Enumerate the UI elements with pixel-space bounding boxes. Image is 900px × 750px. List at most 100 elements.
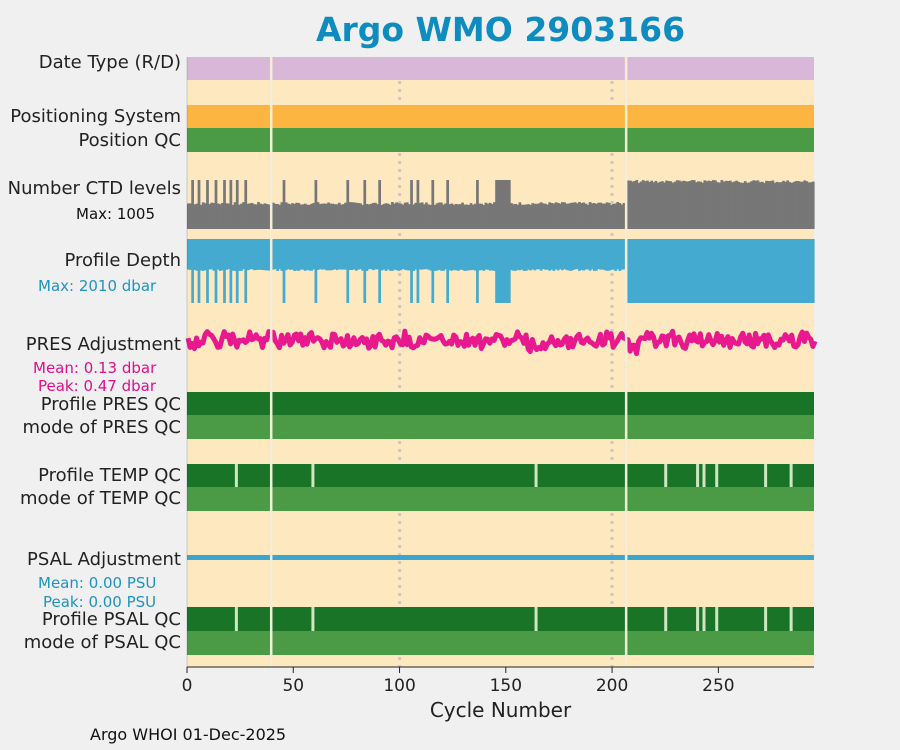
profile-depth-bar (233, 239, 237, 271)
ctd-levels-bar (456, 204, 460, 229)
ctd-levels-bar (221, 202, 224, 229)
profile-depth-bar (728, 239, 732, 303)
profile-depth-bar (408, 239, 411, 271)
profile-depth-bar (303, 239, 307, 271)
ctd-levels-bar (505, 180, 509, 229)
profile-depth-bar (210, 239, 214, 270)
profile-depth-bar (350, 239, 354, 271)
ctd-levels-bar (420, 202, 424, 229)
profile-depth-bar (199, 239, 203, 271)
profile-depth-bar (344, 239, 348, 270)
profile-depth-bar (652, 239, 656, 303)
profile-depth-bar (667, 239, 671, 303)
profile-depth-bar (563, 239, 566, 270)
footer-credit: Argo WHOI 01-Dec-2025 (90, 725, 287, 744)
profile-depth-bar (769, 239, 773, 303)
ctd-levels-bar (295, 202, 299, 229)
profile-depth-bar (459, 239, 462, 270)
profile-depth-bar (478, 239, 481, 271)
ctd-levels-bar (807, 182, 811, 229)
profile-depth-bar (546, 239, 549, 270)
profile-depth-bar (641, 239, 645, 303)
profile-depth-bar (799, 239, 802, 303)
profile-depth-bar (575, 239, 579, 270)
profile-depth-bar (206, 239, 209, 303)
row-label-mode-temp-qc: mode of TEMP QC (19, 488, 181, 509)
ctd-levels-bar (435, 203, 439, 229)
row-label-psal-adjustment: PSAL Adjustment (26, 549, 181, 570)
ctd-levels-bar (299, 204, 303, 229)
position-qc-band (187, 128, 814, 152)
date-type-band (187, 57, 814, 80)
ctd-levels-bar (291, 203, 294, 229)
ctd-levels-bar (429, 204, 433, 229)
profile-depth-bar (569, 239, 573, 271)
ctd-levels-bar (195, 203, 199, 229)
profile-depth-bar (456, 239, 460, 271)
ctd-levels-bar (779, 182, 783, 229)
ctd-levels-bar (707, 180, 711, 229)
profile-depth-bar (592, 239, 596, 271)
profile-depth-bar (352, 239, 356, 270)
profile-depth-bar (597, 239, 600, 270)
ctd-levels-bar (648, 181, 651, 229)
profile-depth-bar (395, 239, 399, 271)
ctd-levels-bar (592, 203, 596, 229)
profile-depth-bar (291, 239, 294, 270)
profile-depth-bar (312, 239, 316, 270)
row-label-positioning-system: Positioning System (10, 106, 181, 127)
profile-depth-bar (803, 239, 807, 303)
profile-depth-bar (467, 239, 471, 271)
profile-depth-bar (548, 239, 552, 271)
profile-depth-bar (242, 239, 245, 270)
profile-depth-bar (567, 239, 571, 271)
ctd-levels-bar (357, 203, 360, 229)
profile-depth-bar (762, 239, 766, 303)
profile-depth-bar (633, 239, 637, 303)
psal-adjustment-peak: Peak: 0.00 PSU (43, 593, 157, 611)
ctd-levels-bar (622, 202, 626, 229)
ctd-levels-bar (507, 180, 511, 229)
profile-depth-bar (777, 239, 781, 303)
profile-depth-bar (320, 239, 324, 270)
ctd-levels-bar (214, 180, 218, 229)
ctd-levels-bar (297, 203, 301, 229)
ctd-levels-bar (535, 203, 539, 229)
profile-depth-bar (637, 239, 641, 303)
ctd-levels-bar (448, 204, 452, 229)
profile-depth-bar (293, 239, 296, 271)
profile-depth-bar (461, 239, 464, 270)
ctd-levels-bar (303, 203, 307, 229)
profile-depth-bar (518, 239, 522, 271)
ctd-levels-bar (641, 180, 645, 229)
ctd-levels-bar (488, 202, 492, 229)
profile-depth-bar (631, 239, 634, 303)
profile-depth-bar (235, 239, 239, 303)
profile-depth-bar (716, 239, 719, 303)
ctd-levels-bar (308, 204, 311, 229)
plot-background (187, 57, 814, 667)
ctd-levels-bar (758, 182, 762, 229)
profile-depth-bar (703, 239, 707, 303)
temp-qc-flag-mark (789, 464, 793, 487)
ctd-levels-bar (716, 182, 719, 229)
ctd-levels-bar (359, 203, 362, 229)
ctd-levels-bar (450, 203, 454, 229)
ctd-levels-bar (533, 203, 537, 229)
profile-depth-bar (218, 239, 222, 271)
profile-depth-bar (495, 239, 498, 303)
ctd-levels-bar (365, 203, 369, 229)
profile-depth-bar (779, 239, 783, 303)
profile-depth-bar (469, 239, 473, 271)
ctd-levels-bar (635, 180, 639, 229)
profile-depth-bar (261, 239, 265, 270)
ctd-levels-bar (760, 181, 764, 229)
ctd-levels-bar (242, 202, 245, 229)
ctd-levels-bar (743, 181, 747, 229)
profile-depth-bar (416, 239, 420, 303)
profile-depth-bar (452, 239, 456, 270)
temp-qc-flag-mark (311, 464, 315, 487)
profile-depth-bar (374, 239, 377, 270)
ctd-levels-bar (552, 203, 556, 229)
ctd-levels-bar (728, 180, 732, 229)
